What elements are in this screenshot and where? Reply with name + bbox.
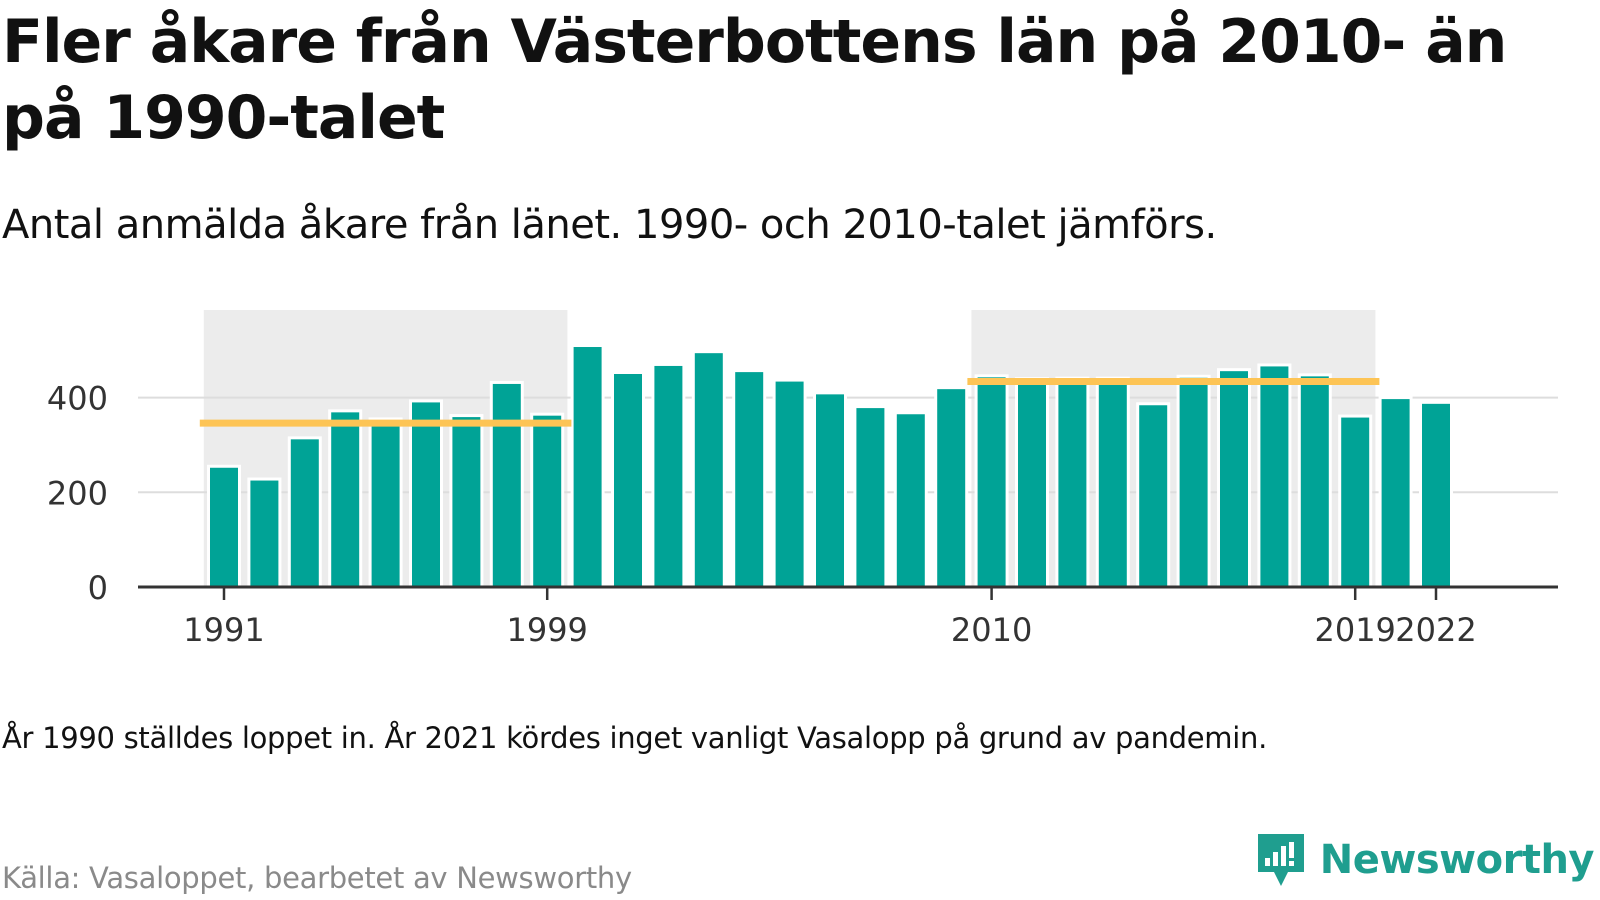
bar-2007 bbox=[853, 405, 888, 589]
bar-2005 bbox=[772, 378, 807, 589]
bar-1992 bbox=[247, 477, 282, 589]
bar-2019 bbox=[1338, 414, 1373, 589]
brand-name: Newsworthy bbox=[1319, 837, 1595, 883]
bar-2014 bbox=[1136, 402, 1171, 589]
bar-2012 bbox=[1055, 376, 1090, 589]
y-tick-label-200: 200 bbox=[47, 474, 108, 512]
bar-2006 bbox=[813, 391, 847, 589]
bar-2009 bbox=[934, 386, 969, 589]
x-tick-label-2019: 2019 bbox=[1314, 611, 1395, 649]
bar-2000 bbox=[570, 344, 605, 589]
bar-2018 bbox=[1297, 373, 1332, 589]
source-credit: Källa: Vasaloppet, bearbetet av Newswort… bbox=[2, 861, 632, 895]
chart-title: Fler åkare från Västerbottens län på 201… bbox=[2, 7, 1507, 153]
chart-subtitle: Antal anmälda åkare från länet. 1990- oc… bbox=[2, 202, 1217, 248]
x-tick-label-1999: 1999 bbox=[506, 611, 587, 649]
bar-1993 bbox=[287, 436, 322, 589]
bar-1996 bbox=[409, 399, 443, 589]
bar-1994 bbox=[328, 409, 363, 589]
bar-2001 bbox=[611, 371, 645, 589]
x-tick-label-2010: 2010 bbox=[951, 611, 1032, 649]
bar-1995 bbox=[368, 417, 403, 589]
bar-2022 bbox=[1419, 400, 1453, 589]
chart-note: År 1990 ställdes loppet in. År 2021 körd… bbox=[2, 721, 1268, 755]
bar-2003 bbox=[691, 350, 726, 589]
bar-2017 bbox=[1257, 363, 1292, 589]
bar-2020 bbox=[1378, 396, 1413, 589]
bar-1997 bbox=[449, 414, 484, 589]
brand-logo: Newsworthy bbox=[1254, 832, 1595, 888]
bar-2010 bbox=[974, 374, 1009, 589]
x-tick-label-2022: 2022 bbox=[1395, 611, 1476, 649]
bar-2002 bbox=[651, 362, 686, 589]
newsworthy-logo-icon bbox=[1257, 834, 1304, 886]
bar-2004 bbox=[732, 369, 767, 589]
y-tick-label-400: 400 bbox=[47, 380, 108, 418]
bar-1999 bbox=[530, 412, 565, 589]
bar-2008 bbox=[893, 411, 928, 589]
bar-1998 bbox=[489, 380, 524, 589]
bar-2013 bbox=[1095, 376, 1130, 589]
bar-1991 bbox=[207, 464, 241, 589]
bar-2011 bbox=[1015, 377, 1049, 589]
bar-2015 bbox=[1176, 374, 1211, 589]
bar-2016 bbox=[1217, 368, 1251, 589]
x-tick-label-1991: 1991 bbox=[183, 611, 264, 649]
y-tick-label-0: 0 bbox=[88, 569, 108, 607]
bar-chart: 0 200 400 1991 1999 2010 2019 2022 bbox=[47, 310, 1558, 649]
